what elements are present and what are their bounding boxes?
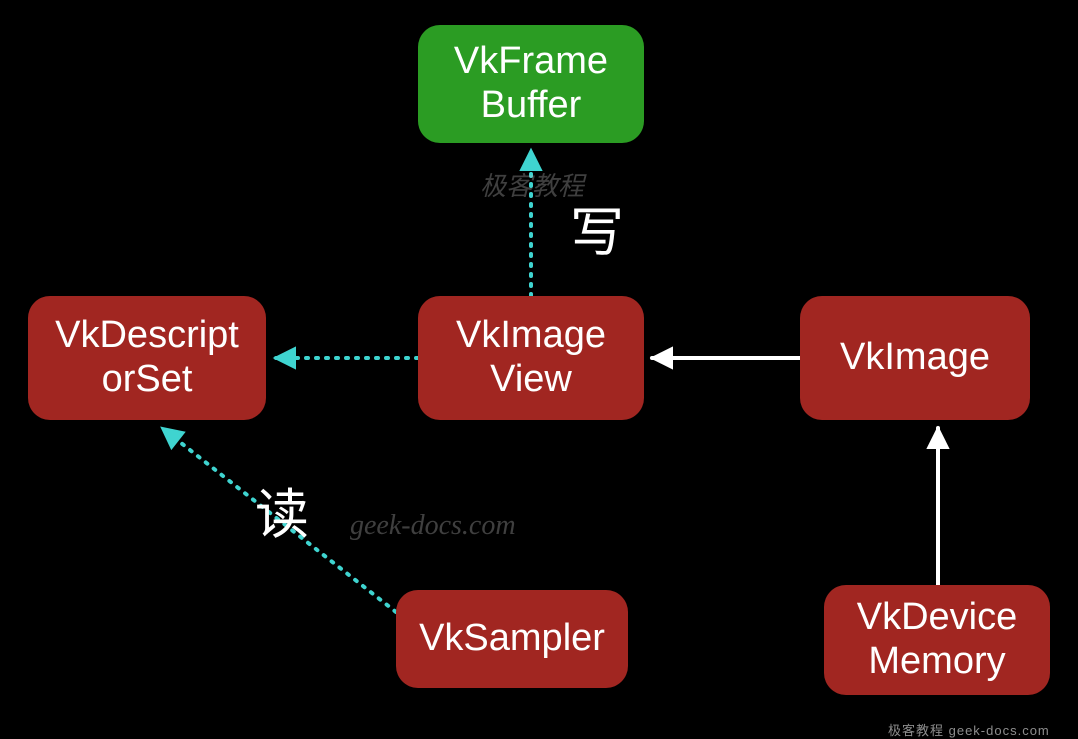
node-label: VkDeviceMemory — [857, 596, 1018, 683]
edge-label-read: 读 — [255, 470, 309, 549]
node-vkdescriptorset: VkDescriptorSet — [28, 296, 266, 420]
footer-attribution: 极客教程 geek-docs.com — [888, 720, 1050, 739]
watermark-text: geek-docs.com — [350, 510, 516, 542]
watermark-text: 极客教程 — [480, 166, 584, 203]
node-vkimageview: VkImageView — [418, 296, 644, 420]
node-label: VkFrameBuffer — [454, 40, 608, 127]
node-vksampler: VkSampler — [396, 590, 628, 688]
node-vkframebuffer: VkFrameBuffer — [418, 25, 644, 143]
node-vkdevicememory: VkDeviceMemory — [824, 585, 1050, 695]
node-label: VkSampler — [419, 617, 605, 661]
node-label: VkImageView — [456, 314, 606, 401]
edge-label-write: 写 — [570, 188, 624, 267]
node-vkimage: VkImage — [800, 296, 1030, 420]
node-label: VkDescriptorSet — [55, 314, 239, 401]
node-label: VkImage — [840, 336, 990, 380]
